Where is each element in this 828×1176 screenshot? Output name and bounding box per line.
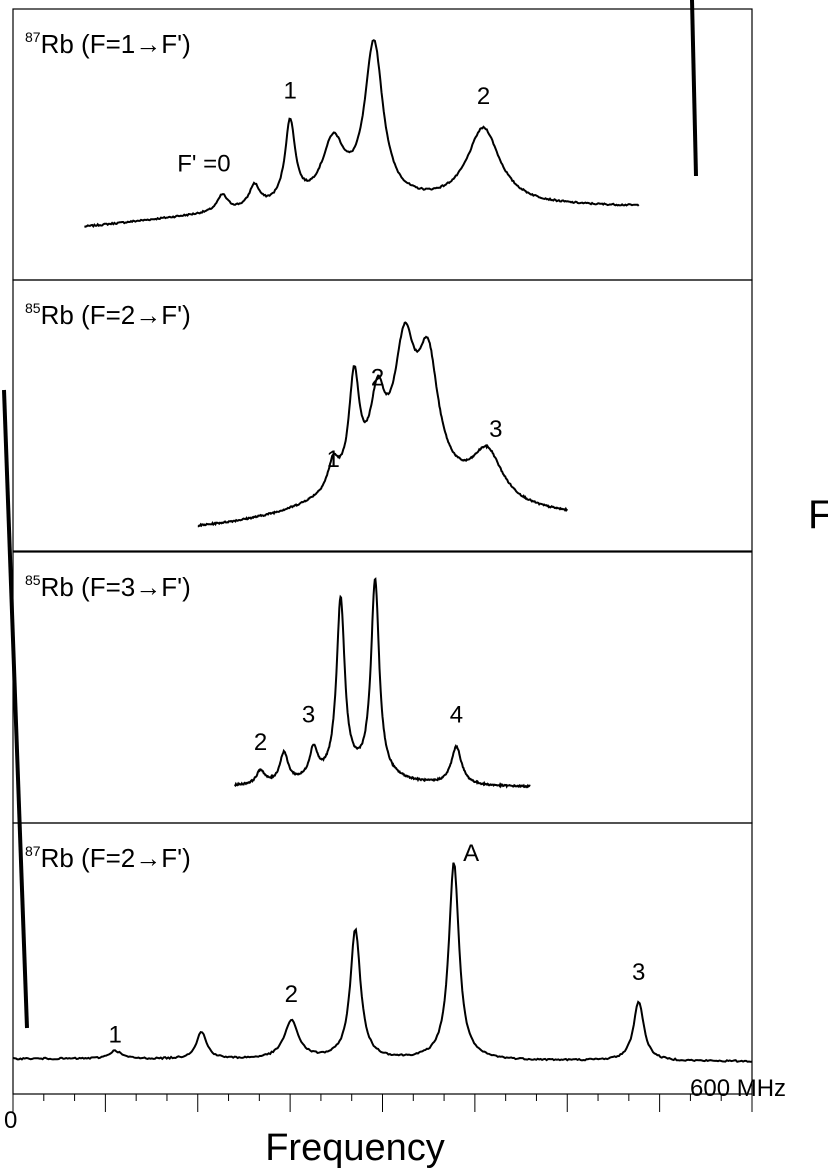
- peak-label: A: [463, 840, 479, 867]
- peak-label: 2: [371, 365, 384, 392]
- spectrum-line: [84, 39, 640, 228]
- peak-label: 2: [254, 729, 267, 756]
- x-axis-end-label: 600 MHz: [690, 1075, 786, 1102]
- edge-glyph: F: [808, 493, 828, 537]
- peak-label: 2: [285, 981, 298, 1008]
- x-axis-title: Frequency: [265, 1127, 445, 1169]
- spectrum-line: [12, 862, 752, 1063]
- panel-title-text: Rb (F=2→F'): [41, 300, 191, 330]
- spectrum-line: [197, 321, 569, 528]
- stray-line-left: [2, 389, 29, 1029]
- panel-title-text: Rb (F=2→F'): [41, 843, 191, 873]
- panel-frame: [12, 279, 753, 552]
- peak-label: F' =0: [177, 151, 230, 178]
- peak-label: 1: [283, 77, 296, 104]
- panel-title: 87Rb (F=2→F'): [25, 843, 191, 873]
- peak-label: 3: [489, 416, 502, 443]
- panel-title: 87Rb (F=1→F'): [25, 29, 191, 59]
- isotope-superscript: 87: [25, 843, 41, 859]
- spectrum-line: [233, 577, 531, 789]
- panel-title: 85Rb (F=2→F'): [25, 300, 191, 330]
- isotope-superscript: 85: [25, 572, 41, 588]
- panel-4: 87Rb (F=2→F') 1 2 A 3: [12, 822, 753, 1095]
- isotope-superscript: 85: [25, 300, 41, 316]
- panel-3: 85Rb (F=3→F') 2 3 4: [12, 551, 753, 824]
- x-axis: 0 600 MHz Frequency: [4, 1075, 786, 1169]
- peak-label: 1: [109, 1022, 122, 1049]
- peak-label: 4: [450, 702, 463, 729]
- isotope-superscript: 87: [25, 29, 41, 45]
- x-axis-start-label: 0: [4, 1107, 17, 1134]
- panel-title-text: Rb (F=1→F'): [41, 29, 191, 59]
- peak-label: 3: [302, 702, 315, 729]
- peak-label: 2: [477, 83, 490, 110]
- peak-label: 1: [327, 446, 340, 473]
- panel-title-text: Rb (F=3→F'): [41, 572, 191, 602]
- panel-title: 85Rb (F=3→F'): [25, 572, 191, 602]
- panel-2: 85Rb (F=2→F') 1 2 3: [12, 279, 753, 552]
- stray-line-right: [690, 0, 698, 177]
- x-axis-ticks: [12, 1094, 753, 1112]
- decorations: F: [2, 0, 828, 1029]
- panel-1: 87Rb (F=1→F') F' =0 1 2: [12, 8, 753, 281]
- peak-label: 3: [632, 959, 645, 986]
